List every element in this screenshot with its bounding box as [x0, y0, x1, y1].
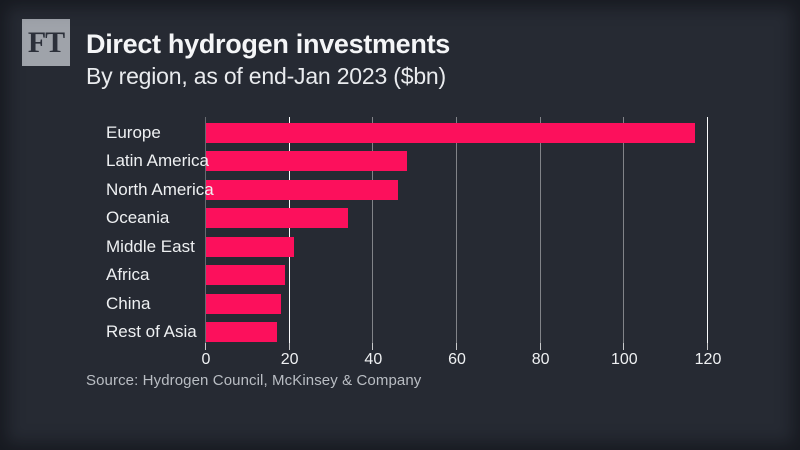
x-tick-label-40: 40 — [364, 351, 383, 368]
category-label-africa: Africa — [106, 265, 150, 285]
x-tick-mark-20 — [288, 343, 290, 350]
category-label-north-america: North America — [106, 179, 214, 199]
chart-subtitle: By region, as of end-Jan 2023 ($bn) — [86, 63, 446, 89]
x-tick-mark-120 — [707, 343, 708, 350]
x-tick-label-100: 100 — [610, 351, 638, 368]
gridline-80 — [539, 117, 541, 343]
x-tick-label-80: 80 — [531, 351, 550, 368]
bar-oceania — [206, 208, 349, 229]
x-tick-label-20: 20 — [280, 351, 299, 368]
category-label-china: China — [106, 293, 151, 313]
source-note: Source: Hydrogen Council, McKinsey & Com… — [86, 372, 422, 389]
bar-rest-of-asia — [206, 322, 278, 343]
x-tick-mark-60 — [456, 343, 457, 350]
gridline-100 — [623, 117, 625, 343]
category-label-oceania: Oceania — [106, 208, 170, 228]
bar-africa — [206, 265, 286, 286]
chart-title: Direct hydrogen investments — [86, 29, 450, 59]
x-tick-mark-40 — [372, 343, 374, 350]
x-tick-label-0: 0 — [201, 351, 211, 368]
bar-europe — [206, 123, 696, 143]
category-label-latin-america: Latin America — [106, 151, 209, 171]
x-tick-mark-0 — [205, 343, 206, 350]
category-label-rest-of-asia: Rest of Asia — [106, 322, 197, 342]
gridline-40 — [372, 117, 374, 343]
category-label-middle-east: Middle East — [106, 236, 195, 256]
plot-area — [205, 117, 708, 343]
category-label-europe: Europe — [106, 123, 161, 142]
ft-logo: FT — [22, 19, 70, 66]
gridline-0 — [205, 117, 206, 343]
ft-logo-text: FT — [27, 25, 65, 59]
bar-latin-america — [206, 151, 407, 172]
x-tick-mark-80 — [539, 343, 541, 350]
x-tick-label-60: 60 — [448, 351, 466, 368]
x-tick-mark-100 — [623, 343, 625, 350]
bar-north-america — [206, 179, 399, 200]
gridline-120 — [707, 117, 708, 343]
gridline-20 — [288, 117, 290, 343]
gridline-60 — [456, 117, 457, 343]
bar-china — [206, 293, 282, 314]
x-tick-label-120: 120 — [694, 351, 722, 368]
bar-middle-east — [206, 236, 294, 257]
